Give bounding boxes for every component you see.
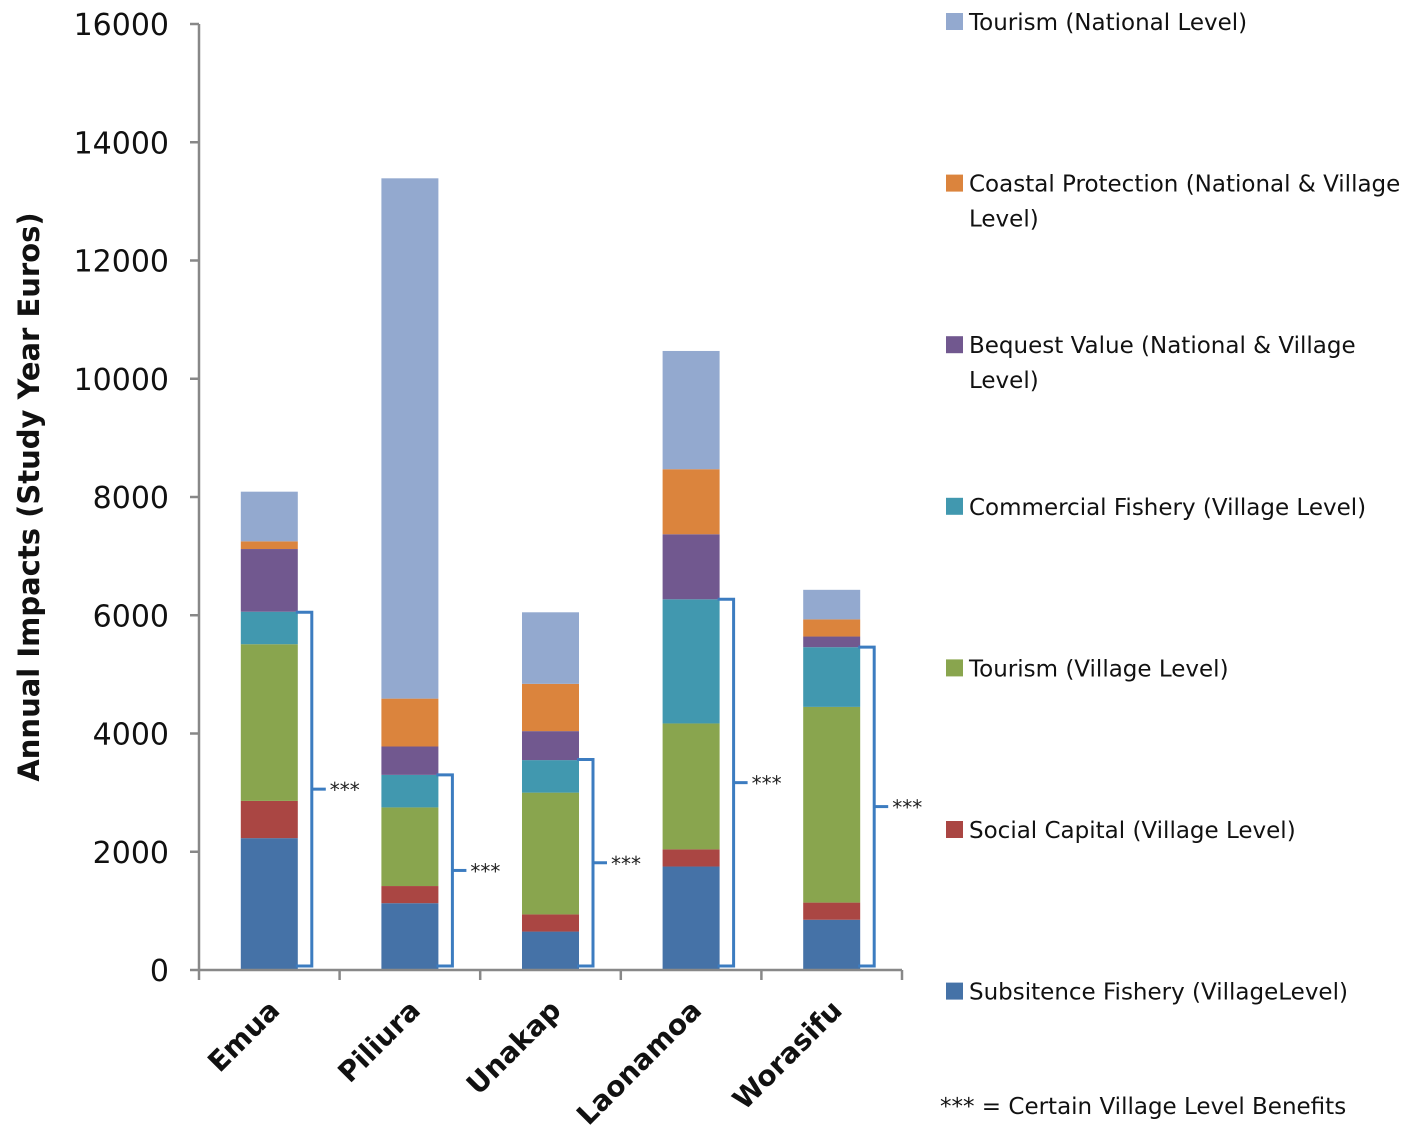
bar-segment-piliura-commercial-fishery-village-level (381, 774, 439, 808)
bracket-laonamoa (717, 597, 736, 968)
bracket-label-emua: *** (330, 778, 360, 802)
legend: Tourism (National Level) Coastal Protecti… (946, 10, 1400, 1006)
bar-segment-emua-subsitence-fishery-villagelevel (240, 838, 298, 970)
bar-segment-piliura-coastal-protection-national-village-level (381, 698, 439, 747)
y-tick-label: 8000 (93, 481, 169, 516)
category-label-laonamoa: Laonamoa (570, 994, 708, 1132)
legend-label-1: Tourism (National Level) (968, 10, 1247, 36)
bar-segment-piliura-social-capital-village-level (381, 886, 439, 904)
bar-segment-laonamoa-social-capital-village-level (662, 849, 720, 867)
bar-segment-unakap-subsitence-fishery-villagelevel (522, 931, 579, 970)
bars-group (240, 178, 861, 970)
category-label-piliura: Piliura (331, 994, 426, 1089)
y-tick-label: 4000 (93, 718, 169, 753)
legend-label-7: Subsitence Fishery (VillageLevel) (969, 980, 1348, 1006)
legend-label-6: Social Capital (Village Level) (969, 818, 1296, 844)
bar-segment-emua-coastal-protection-national-village-level (240, 541, 298, 550)
bar-segment-piliura-subsitence-fishery-villagelevel (381, 903, 439, 970)
bar-segment-unakap-bequest-value-national-village-level (522, 731, 579, 761)
category-label-unakap: Unakap (460, 994, 568, 1102)
bar-segment-worasifu-subsitence-fishery-villagelevel (803, 919, 861, 970)
bar-segment-worasifu-bequest-value-national-village-level (803, 636, 861, 648)
bar-segment-piliura-tourism-village-level (381, 807, 439, 887)
bar-segment-laonamoa-coastal-protection-national-village-level (662, 469, 720, 535)
bar-segment-unakap-tourism-village-level (522, 792, 579, 915)
category-label-emua: Emua (201, 994, 286, 1079)
bracket-label-piliura: *** (470, 859, 500, 883)
bracket-unakap (577, 758, 595, 968)
legend-label-2-line2: Level) (969, 207, 1039, 233)
legend-label-3-line2: Level) (969, 368, 1039, 394)
bar-segment-emua-bequest-value-national-village-level (240, 549, 298, 612)
brackets-group: *** *** *** *** *** (295, 597, 922, 968)
bar-segment-worasifu-tourism-village-level (803, 706, 861, 903)
y-tick-label: 16000 (74, 8, 169, 43)
bar-segment-emua-social-capital-village-level (240, 800, 298, 839)
bar-segment-emua-tourism-village-level (240, 644, 298, 801)
bar-segment-laonamoa-bequest-value-national-village-level (662, 534, 720, 600)
bar-segment-emua-commercial-fishery-village-level (240, 611, 298, 645)
bar-segment-piliura-bequest-value-national-village-level (381, 746, 439, 775)
plot-area: *** *** *** *** *** 0 2000 4000 6000 8000 10000 12… (74, 8, 923, 1132)
legend-swatch-2 (946, 174, 963, 192)
bracket-piliura (436, 773, 454, 968)
bar-segment-worasifu-coastal-protection-national-village-level (803, 619, 861, 637)
y-ticks-group: 0 2000 4000 6000 8000 10000 12000 14000 16000 (74, 8, 199, 989)
legend-swatch-1 (946, 13, 963, 30)
y-tick-label: 6000 (93, 599, 169, 634)
bar-segment-worasifu-tourism-national-level (803, 589, 861, 620)
legend-swatch-5 (946, 659, 963, 677)
x-ticks-group: Emua Piliura Unakap Laonamoa Worasifu (197, 970, 904, 1132)
bar-segment-unakap-coastal-protection-national-village-level (522, 683, 579, 732)
legend-swatch-7 (946, 982, 963, 1000)
legend-swatch-6 (946, 821, 963, 838)
y-tick-label: 2000 (93, 836, 169, 871)
category-label-worasifu: Worasifu (726, 994, 848, 1116)
bar-segment-emua-tourism-national-level (240, 491, 298, 542)
y-tick-label: 0 (150, 954, 169, 989)
bar-segment-unakap-commercial-fishery-village-level (522, 760, 579, 793)
bar-segment-worasifu-social-capital-village-level (803, 902, 861, 920)
bracket-label-laonamoa: *** (752, 772, 782, 796)
bar-segment-piliura-tourism-national-level (381, 178, 439, 699)
bar-segment-laonamoa-subsitence-fishery-villagelevel (662, 866, 720, 970)
bracket-label-worasifu: *** (892, 796, 922, 820)
bracket-worasifu (858, 645, 876, 968)
bracket-emua (295, 610, 314, 968)
legend-swatch-3 (946, 336, 963, 354)
y-tick-label: 10000 (74, 363, 169, 398)
annotation-note: *** = Certain Village Level Benefits (940, 1094, 1346, 1120)
legend-swatch-4 (946, 497, 963, 515)
bar-segment-laonamoa-tourism-national-level (662, 350, 720, 470)
bracket-label-unakap: *** (611, 852, 641, 876)
legend-label-3: Bequest Value (National & Village (969, 333, 1356, 359)
legend-label-2: Coastal Protection (National & Village (969, 172, 1400, 198)
bar-segment-laonamoa-commercial-fishery-village-level (662, 599, 720, 724)
bar-segment-unakap-social-capital-village-level (522, 914, 579, 932)
bar-segment-worasifu-commercial-fishery-village-level (803, 647, 861, 707)
legend-label-4: Commercial Fishery (Village Level) (969, 495, 1366, 521)
y-tick-label: 12000 (74, 245, 169, 280)
y-axis-label: Annual Impacts (Study Year Euros) (12, 212, 46, 781)
legend-label-5: Tourism (Village Level) (968, 656, 1229, 682)
bar-segment-laonamoa-tourism-village-level (662, 723, 720, 850)
bar-segment-unakap-tourism-national-level (522, 612, 579, 684)
y-tick-label: 14000 (74, 126, 169, 161)
